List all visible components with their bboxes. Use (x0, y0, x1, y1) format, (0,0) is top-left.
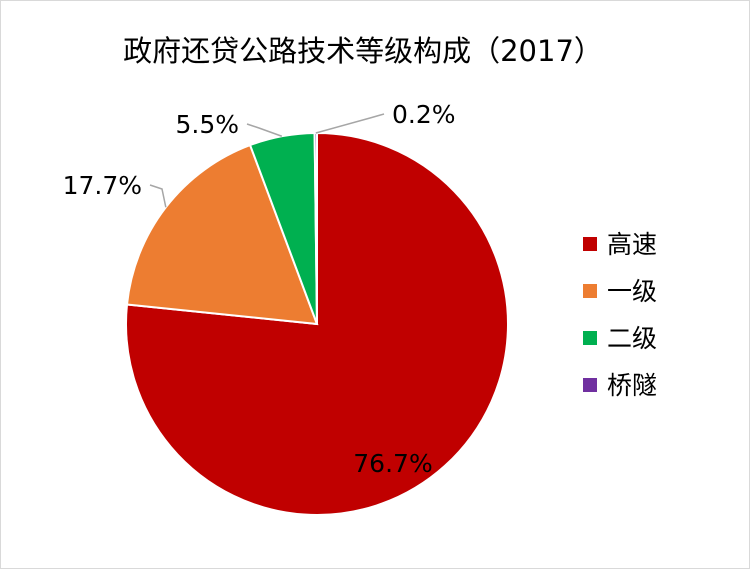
legend-label-1: 高速 (607, 230, 657, 259)
slice-4-leader-line (315, 113, 385, 134)
slice-3-leader-line (246, 123, 283, 137)
pie-slices (125, 131, 509, 516)
legend-swatch-1 (583, 237, 597, 251)
legend-label-3: 二级 (607, 324, 657, 353)
legend-swatch-2 (583, 284, 597, 298)
slice-1-data-label: 76.7% (353, 449, 432, 478)
slice-2-data-label: 17.7% (63, 171, 142, 200)
legend-swatch-4 (583, 378, 597, 392)
slice-4-data-label: 0.2% (392, 100, 456, 129)
slice-3-data-label: 5.5% (175, 110, 239, 139)
slice-2-wedge (125, 143, 319, 326)
slice-2-leader-line (149, 184, 167, 208)
legend-label-4: 桥隧 (607, 371, 657, 400)
legend-swatch-3 (583, 331, 597, 345)
legend-label-2: 一级 (607, 277, 657, 306)
chart-title: 政府还贷公路技术等级构成（2017） (123, 34, 603, 68)
leader-lines (149, 113, 385, 208)
data-labels: 76.7% 17.7% 5.5% 0.2% (63, 100, 456, 478)
